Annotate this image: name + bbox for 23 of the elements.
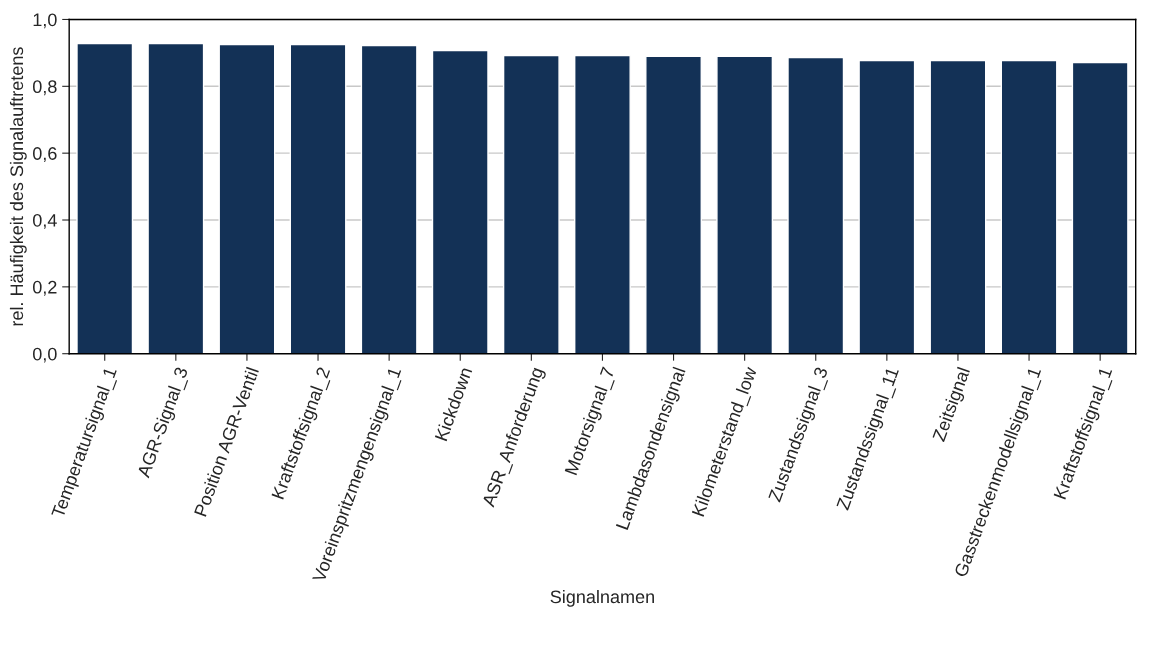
bar xyxy=(716,55,774,354)
bar xyxy=(147,42,205,354)
bar xyxy=(502,54,560,354)
bar xyxy=(929,59,987,354)
bar xyxy=(76,42,134,354)
bar xyxy=(360,44,418,354)
bar xyxy=(1071,61,1129,354)
y-tick-label: 0,6 xyxy=(32,147,57,163)
bar xyxy=(289,43,347,354)
bar xyxy=(574,54,631,354)
bar xyxy=(858,59,916,354)
bar xyxy=(218,43,276,354)
y-tick-label: 0,2 xyxy=(32,280,57,296)
y-tick-label: 0,4 xyxy=(32,213,57,229)
bar xyxy=(431,49,489,354)
y-tick-label: 1,0 xyxy=(33,13,57,29)
y-tick-label: 0,8 xyxy=(32,80,57,96)
y-axis-title: rel. Häufigkeit des Signalauftretens xyxy=(9,47,27,326)
y-tick-label: 0,0 xyxy=(32,347,57,363)
x-axis-title: Signalnamen xyxy=(550,589,654,607)
bar xyxy=(1000,59,1058,354)
bar xyxy=(787,56,845,354)
bar xyxy=(645,55,702,354)
